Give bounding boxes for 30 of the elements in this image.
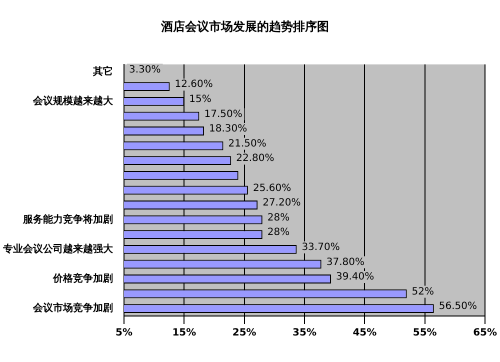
data-label: 39.40%	[336, 272, 374, 283]
y-tick-label: 专业会议公司越来越强大	[2, 242, 114, 255]
data-label: 22.80%	[236, 153, 274, 164]
data-label: 25.60%	[252, 182, 292, 194]
data-label: 56.50%	[438, 301, 478, 312]
data-label: 33.70%	[302, 242, 340, 253]
data-label: 52%	[412, 286, 434, 298]
text: 3.30%	[129, 64, 161, 76]
x-tick-label: 65%	[473, 328, 497, 339]
data-label: 28%	[267, 227, 290, 238]
data-label: 15%	[189, 94, 212, 105]
x-tick-label: 15%	[172, 328, 196, 339]
x-tick-label: 25%	[232, 328, 256, 339]
y-tick-label: 其它	[92, 65, 113, 78]
x-tick-label: 5%	[116, 328, 132, 339]
y-tick-label: 服务能力竞争将加剧	[22, 213, 113, 226]
data-label: 28%	[267, 212, 290, 224]
data-label: 21.50%	[228, 138, 266, 150]
y-tick-label: 会议规模越来越大	[32, 94, 114, 107]
data-label: 12.60%	[174, 79, 213, 90]
x-tick-label: 35%	[292, 328, 316, 339]
y-tick-label: 价格竞争加剧	[52, 272, 113, 285]
y-tick-label: 会议市场竞争加剧	[32, 302, 113, 314]
x-tick-label: 55%	[412, 328, 437, 339]
x-tick-label: 45%	[352, 328, 377, 339]
data-label: 37.80%	[326, 256, 365, 268]
data-label: 17.50%	[204, 108, 242, 120]
data-label: 18.30%	[209, 124, 248, 135]
data-label: 27.20%	[262, 198, 301, 209]
chart-title: 酒店会议市场发展的趋势排序图	[160, 19, 329, 34]
